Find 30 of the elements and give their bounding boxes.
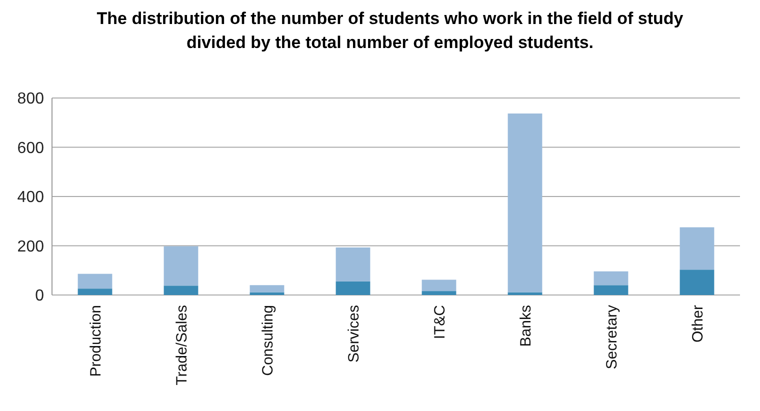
bar (594, 271, 628, 286)
bar (508, 114, 542, 292)
bar (594, 285, 628, 295)
x-tick-label: Trade/Sales (173, 305, 190, 386)
bar (680, 270, 714, 295)
bar (164, 246, 198, 286)
x-tick-label: IT&C (431, 304, 448, 340)
y-tick-label: 600 (17, 140, 44, 157)
x-tick-label: Secretary (603, 304, 620, 370)
x-tick-label: Production (87, 305, 104, 377)
chart-title: The distribution of the number of students who work in the field of study divided by the total number of employed students. (96, 9, 684, 52)
x-tick-label: Other (689, 304, 706, 343)
bar (250, 285, 284, 292)
bar (336, 247, 370, 282)
bar (164, 286, 198, 295)
y-tick-label: 200 (17, 238, 44, 256)
bar (250, 292, 284, 295)
y-tick-label: 0 (35, 288, 44, 305)
bar (422, 291, 456, 295)
x-tick-label: Consulting (259, 305, 276, 376)
bar (78, 288, 112, 295)
y-tick-label: 800 (17, 90, 44, 108)
x-tick-label: Services (345, 305, 362, 363)
bar (508, 292, 542, 295)
bar (680, 227, 714, 270)
bar (336, 281, 370, 295)
bar (422, 280, 456, 292)
y-tick-label: 400 (17, 189, 44, 206)
x-tick-label: Banks (517, 305, 534, 347)
bar (78, 274, 112, 289)
